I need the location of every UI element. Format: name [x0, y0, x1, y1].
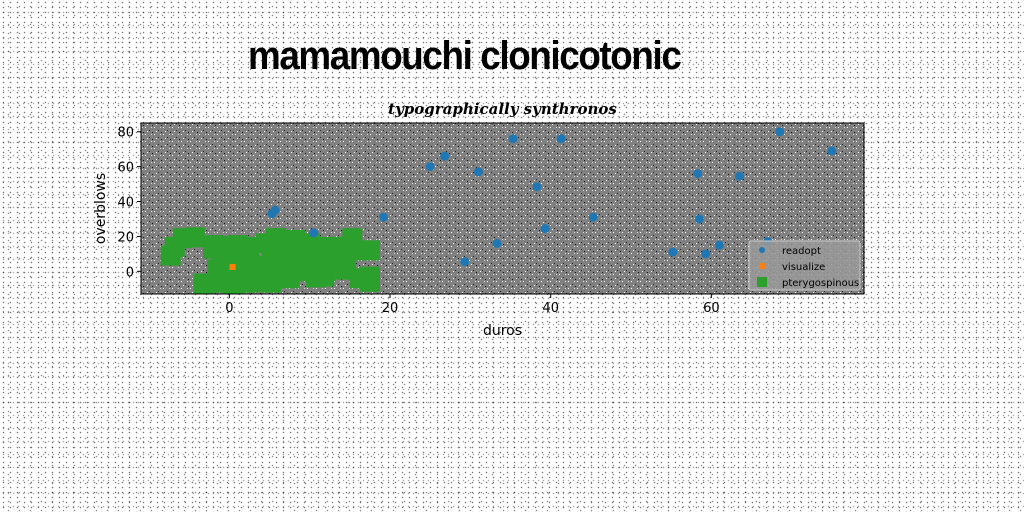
pterygospinous-point	[359, 266, 380, 287]
chart-legend: readopt visualize pterygospinous	[748, 240, 861, 291]
chart-axes-layer: 0 20 40 60 0 20 40 60 80	[117, 122, 865, 316]
pterygospinous-point	[207, 272, 228, 293]
readopt-point	[460, 257, 470, 267]
x-tick-label: 20	[382, 301, 399, 316]
readopt-point	[425, 162, 435, 172]
y-tick-label: 0	[126, 265, 134, 280]
readopt-point	[379, 212, 389, 222]
x-tick-label: 60	[703, 301, 720, 316]
pterygospinous-point	[261, 272, 282, 293]
legend-label: pterygospinous	[782, 278, 859, 289]
y-tick-label: 40	[117, 196, 134, 211]
readopt-point	[775, 127, 785, 137]
readopt-point	[588, 212, 598, 222]
pterygospinous-point	[314, 266, 335, 287]
readopt-point	[440, 151, 450, 161]
chart-title: typographically synthronos	[388, 100, 617, 118]
y-axis-label: overblows	[93, 173, 109, 244]
pterygospinous-point	[184, 227, 205, 248]
readopt-point	[693, 169, 703, 179]
figure-suptitle: mamamouchi clonicotonic	[248, 34, 682, 78]
visualize-point	[229, 263, 236, 270]
readopt-point	[668, 247, 678, 257]
readopt-point	[532, 182, 542, 192]
y-tick-label: 20	[117, 230, 134, 245]
legend-label: visualize	[782, 262, 825, 273]
readopt-point	[827, 146, 837, 156]
x-axis-label: duros	[483, 323, 522, 339]
x-tick-label: 0	[225, 301, 233, 316]
y-tick-label: 80	[117, 126, 134, 141]
legend-marker-visualize	[759, 263, 765, 269]
legend-marker-pterygospinous	[757, 277, 767, 287]
legend-box	[748, 240, 861, 291]
legend-label: readopt	[782, 246, 821, 257]
pterygospinous-point	[359, 240, 380, 261]
readopt-point	[694, 214, 704, 224]
readopt-point	[556, 134, 566, 144]
x-tick-label: 40	[542, 301, 559, 316]
readopt-point	[540, 224, 550, 234]
readopt-point	[734, 171, 744, 181]
readopt-point	[309, 228, 319, 238]
y-tick-label: 60	[117, 161, 134, 176]
readopt-point	[701, 249, 711, 259]
readopt-point	[473, 167, 483, 177]
readopt-point	[714, 240, 724, 250]
readopt-point	[492, 238, 502, 248]
pterygospinous-point	[160, 245, 181, 266]
plot-frame	[140, 122, 865, 295]
pterygospinous-point	[239, 236, 260, 257]
readopt-point	[508, 134, 518, 144]
readopt-point	[270, 205, 280, 215]
chart-marks-layer	[160, 127, 837, 294]
legend-marker-readopt	[759, 247, 765, 253]
